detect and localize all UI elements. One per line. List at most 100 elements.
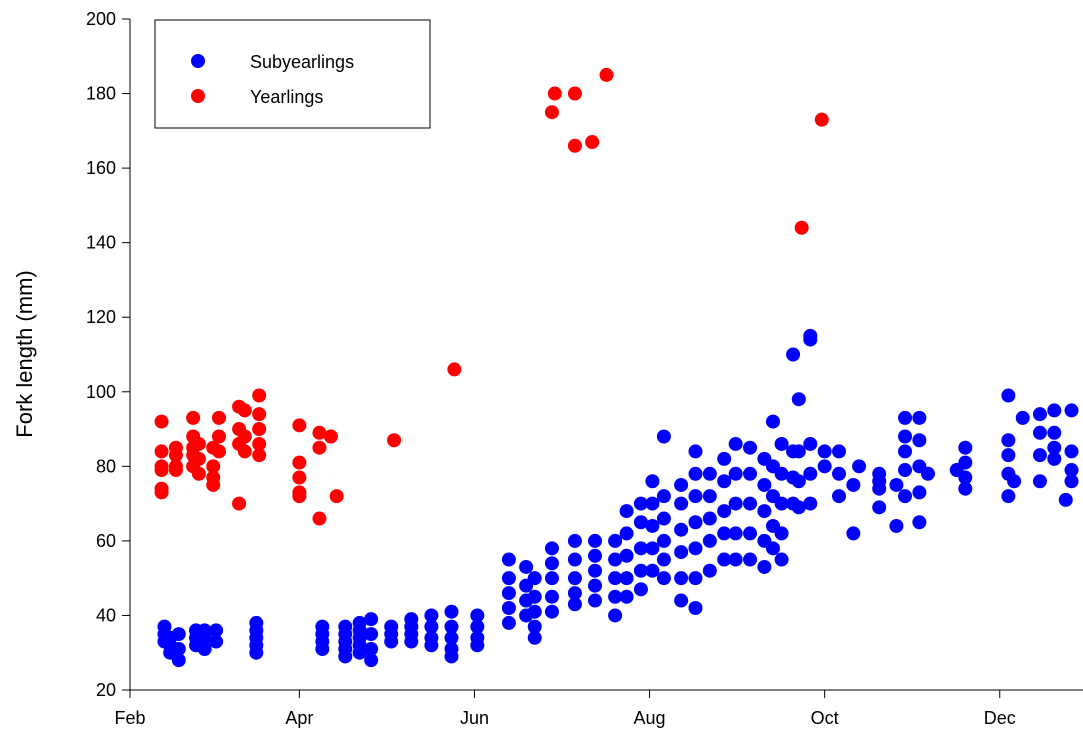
point [171,641,186,656]
point [619,548,634,563]
point [889,477,904,492]
point [588,533,603,548]
point [424,638,439,653]
point [206,459,221,474]
point [958,455,973,470]
point [743,496,758,511]
point [958,440,973,455]
x-tick-label: Jun [460,708,489,728]
point [232,496,247,511]
point [292,418,307,433]
point [791,474,806,489]
point [1047,451,1062,466]
point [1047,440,1062,455]
point [889,518,904,533]
point [211,429,226,444]
point [501,586,516,601]
point [656,429,671,444]
point [872,474,887,489]
point [656,571,671,586]
point [757,477,772,492]
point [898,444,913,459]
point [384,634,399,649]
point [674,571,689,586]
point [728,552,743,567]
point [191,436,206,451]
legend-marker [191,54,205,68]
point [674,496,689,511]
point [846,477,861,492]
point [1015,410,1030,425]
point [817,459,832,474]
point [237,403,252,418]
point [633,541,648,556]
point [424,608,439,623]
point [674,477,689,492]
point [803,496,818,511]
point [1032,425,1047,440]
point [743,526,758,541]
point [209,623,224,638]
point [786,347,801,362]
y-axis-label: Fork length (mm) [12,270,37,437]
point [688,600,703,615]
point [588,578,603,593]
point [803,436,818,451]
point [645,563,660,578]
point [898,463,913,478]
point [728,466,743,481]
point [1047,425,1062,440]
point [743,552,758,567]
point [817,444,832,459]
point [1001,433,1016,448]
point [774,526,789,541]
point [527,630,542,645]
y-tick-label: 160 [86,158,116,178]
point [252,436,267,451]
point [237,444,252,459]
point [312,511,327,526]
point [191,466,206,481]
point [688,571,703,586]
point [608,589,623,604]
point [633,515,648,530]
point [728,496,743,511]
point [352,645,367,660]
point [656,489,671,504]
point [717,526,732,541]
point [292,455,307,470]
point [211,444,226,459]
point [527,604,542,619]
point [567,86,582,101]
legend-box [154,19,431,129]
point [168,448,183,463]
point [544,604,559,619]
point [803,466,818,481]
point [501,600,516,615]
point [387,433,402,448]
point [674,522,689,537]
point [1047,403,1062,418]
point [688,515,703,530]
point [252,388,267,403]
point [898,429,913,444]
x-tick-label: Aug [634,708,666,728]
point [292,489,307,504]
point [1032,448,1047,463]
point [292,470,307,485]
point [702,466,717,481]
point [803,332,818,347]
legend-label: Yearlings [250,87,323,107]
point [544,541,559,556]
point [544,105,559,120]
point [527,571,542,586]
point [447,362,462,377]
point [898,410,913,425]
point [688,466,703,481]
point [728,436,743,451]
point [898,489,913,504]
point [470,608,485,623]
point [168,463,183,478]
point [249,645,264,660]
